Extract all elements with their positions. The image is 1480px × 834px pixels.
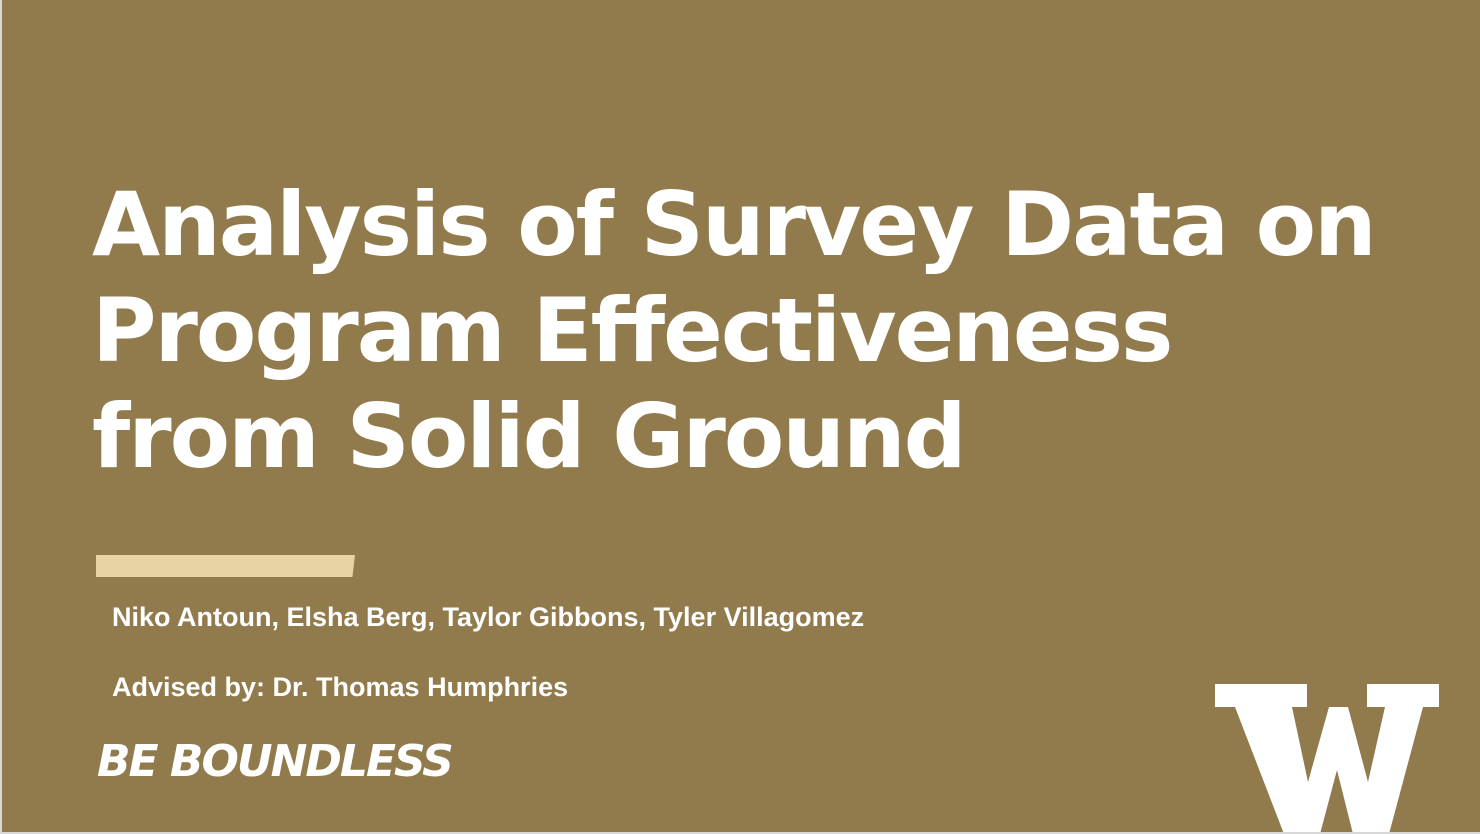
be-boundless-tagline: BE BOUNDLESS bbox=[97, 736, 454, 787]
advisor-line: Advised by: Dr. Thomas Humphries bbox=[112, 672, 569, 702]
slide-title: Analysis of Survey Data on Program Effec… bbox=[92, 172, 1392, 490]
slide-title-line-1: Analysis of Survey Data on bbox=[92, 173, 1377, 276]
uw-w-logo-icon bbox=[1215, 684, 1439, 832]
slide-title-line-3: from Solid Ground bbox=[92, 385, 967, 488]
accent-divider bbox=[96, 555, 355, 577]
authors-line: Niko Antoun, Elsha Berg, Taylor Gibbons,… bbox=[112, 602, 865, 632]
slide-title-line-2: Program Effectiveness bbox=[92, 279, 1173, 382]
